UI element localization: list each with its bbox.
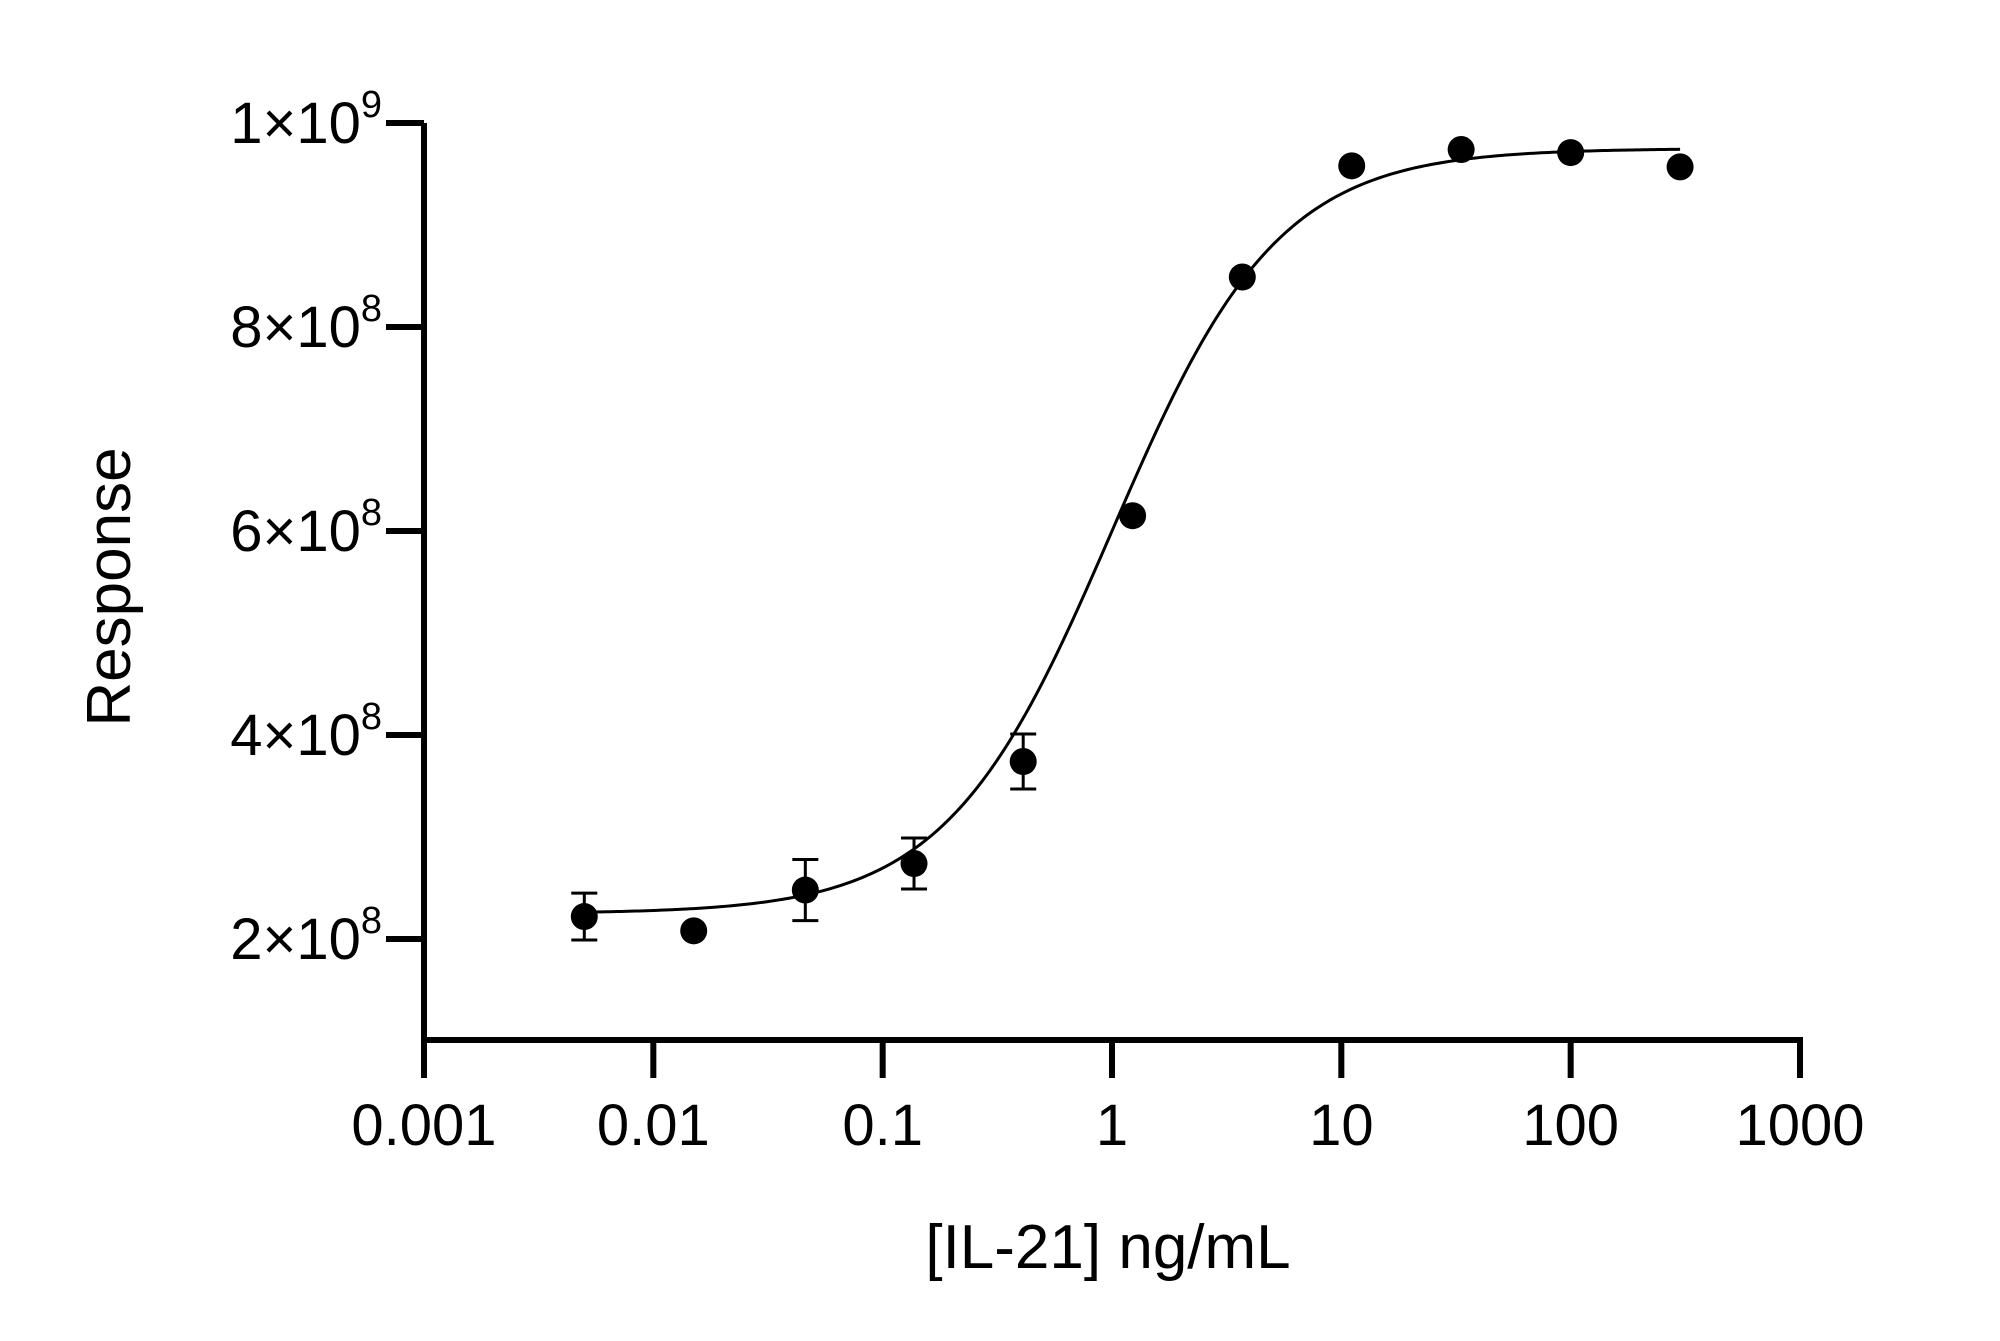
y-tick-exponent: 8 bbox=[361, 288, 382, 330]
y-tick-mantissa: 2×10 bbox=[230, 907, 361, 972]
y-axis-title: Response bbox=[75, 447, 144, 726]
fit-curve bbox=[584, 147, 1681, 914]
x-tick-label: 100 bbox=[1522, 1093, 1619, 1158]
data-point bbox=[1666, 153, 1694, 181]
x-tick-label: 0.01 bbox=[597, 1093, 710, 1158]
data-point bbox=[1228, 263, 1256, 291]
fit-curve-layer bbox=[584, 147, 1681, 914]
y-tick-exponent: 9 bbox=[361, 84, 382, 126]
y-tick-exponent: 8 bbox=[361, 696, 382, 738]
data-point bbox=[791, 876, 819, 904]
error-bar-layer bbox=[571, 732, 1037, 942]
y-tick-exponent: 8 bbox=[361, 900, 382, 942]
y-tick-exponent: 8 bbox=[361, 492, 382, 534]
data-point bbox=[570, 903, 598, 931]
x-tick-label: 1 bbox=[1096, 1093, 1128, 1158]
x-ticks: 0.001 0.01 0.1 1 10 100 1000 bbox=[351, 1040, 1865, 1158]
axes bbox=[421, 123, 1803, 1043]
y-tick-mantissa: 4×10 bbox=[230, 703, 361, 768]
x-tick-label: 0.001 bbox=[351, 1093, 496, 1158]
y-tick-mantissa: 1×10 bbox=[230, 91, 361, 156]
x-tick-label: 0.1 bbox=[842, 1093, 923, 1158]
data-point bbox=[900, 850, 928, 878]
y-tick-mantissa: 8×10 bbox=[230, 295, 361, 360]
y-tick-label: 6×108 bbox=[230, 492, 382, 564]
data-point bbox=[1447, 136, 1475, 164]
data-point bbox=[680, 917, 708, 945]
data-point bbox=[1119, 502, 1147, 530]
y-tick-label: 8×108 bbox=[230, 288, 382, 360]
x-tick-label: 10 bbox=[1309, 1093, 1374, 1158]
data-point-layer bbox=[570, 136, 1694, 945]
y-tick-label: 4×108 bbox=[230, 696, 382, 768]
y-tick-label: 1×109 bbox=[230, 84, 382, 156]
data-point bbox=[1557, 139, 1585, 167]
data-point bbox=[1009, 748, 1037, 776]
x-axis-title: [IL-21] ng/mL bbox=[925, 1213, 1290, 1282]
y-tick-mantissa: 6×10 bbox=[230, 499, 361, 564]
x-tick-label: 1000 bbox=[1735, 1093, 1864, 1158]
data-point bbox=[1338, 152, 1366, 180]
y-tick-label: 2×108 bbox=[230, 900, 382, 972]
